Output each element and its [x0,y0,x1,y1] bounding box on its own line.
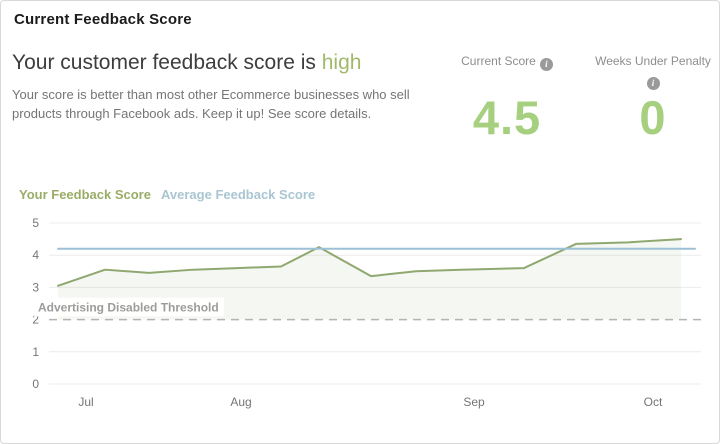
weeks-under-penalty-stat: Weeks Under Penalty i 0 [585,54,719,154]
legend-average-feedback-score[interactable]: Average Feedback Score [161,187,316,202]
weeks-under-penalty-label: Weeks Under Penalty [595,54,711,68]
score-status-text: high [321,51,362,74]
svg-text:4: 4 [32,248,39,262]
legend-your-feedback-score[interactable]: Your Feedback Score [19,187,151,202]
score-description: Your score is better than most other Eco… [12,85,460,123]
svg-text:2: 2 [32,313,39,327]
info-icon[interactable]: i [646,77,660,90]
svg-text:Oct: Oct [644,395,663,409]
svg-text:Aug: Aug [230,395,251,409]
svg-text:0: 0 [32,377,39,391]
weeks-penalty-icon-row: i [585,71,719,90]
svg-text:5: 5 [32,216,39,230]
page-title: Current Feedback Score [14,11,192,28]
svg-text:Advertising Disabled Threshold: Advertising Disabled Threshold [38,301,219,315]
current-score-value: 4.5 [472,91,542,144]
see-score-details-link[interactable]: See score details. [267,106,372,121]
svg-text:1: 1 [32,345,39,359]
svg-text:3: 3 [32,280,39,294]
score-heading-prefix: Your customer feedback score is [12,51,322,74]
info-icon[interactable]: i [539,58,553,71]
current-score-label: Current Score [461,54,536,68]
feedback-score-chart: 5 4 3 2 1 0 Advertising Disabled Threshold Jul A… [32,216,701,409]
score-heading: Your customer feedback score is high [12,51,361,75]
svg-text:Sep: Sep [463,395,485,409]
weeks-under-penalty-value: 0 [639,91,667,144]
current-score-label-row: Current Score i [439,54,575,71]
svg-text:Jul: Jul [78,395,93,409]
score-description-text: Your score is better than most other Eco… [12,87,410,121]
current-score-stat: Current Score i 4.5 [439,54,575,154]
